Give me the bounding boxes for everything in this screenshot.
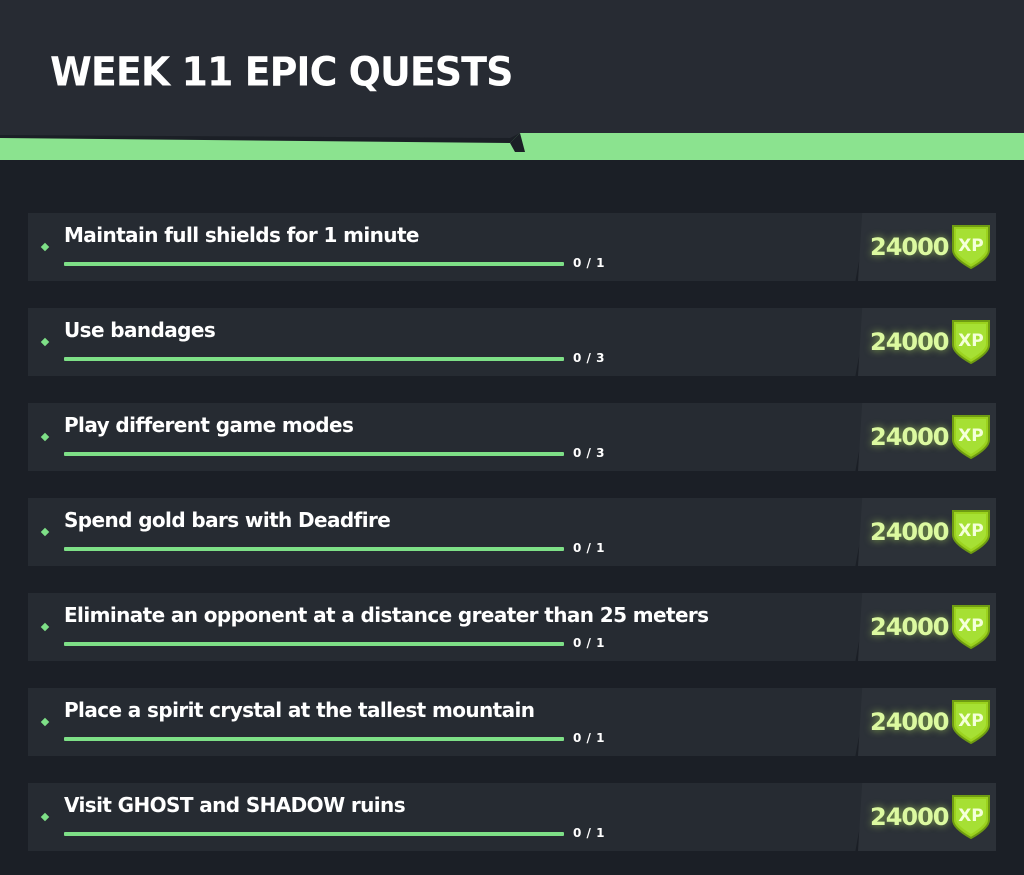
xp-shield-icon: XP: [952, 225, 990, 270]
quest-panel: [28, 688, 868, 756]
xp-shield-icon: XP: [952, 605, 990, 650]
quest-description: Use bandages: [64, 318, 216, 342]
progress-count: 0 / 1: [573, 826, 605, 840]
quest-row[interactable]: Play different game modes 0 / 3 24000 XP: [28, 403, 996, 471]
xp-shield-icon: XP: [952, 510, 990, 555]
xp-badge-label: XP: [958, 521, 984, 541]
quest-panel: [28, 308, 868, 376]
xp-badge-label: XP: [958, 426, 984, 446]
xp-reward-amount: 24000: [870, 233, 949, 261]
progress-count: 0 / 1: [573, 541, 605, 555]
progress-bar: [64, 737, 564, 741]
quest-row[interactable]: Maintain full shields for 1 minute 0 / 1…: [28, 213, 996, 281]
xp-badge-label: XP: [958, 616, 984, 636]
xp-shield-icon: XP: [952, 415, 990, 460]
progress-bar: [64, 452, 564, 456]
progress-bar: [64, 262, 564, 266]
xp-badge-label: XP: [958, 331, 984, 351]
progress-bar: [64, 357, 564, 361]
quest-row[interactable]: Use bandages 0 / 3 24000 XP: [28, 308, 996, 376]
xp-reward-amount: 24000: [870, 423, 949, 451]
page-title: WEEK 11 EPIC QUESTS: [50, 48, 513, 96]
progress-count: 0 / 1: [573, 636, 605, 650]
header-banner: WEEK 11 EPIC QUESTS: [0, 0, 1024, 165]
xp-shield-icon: XP: [952, 320, 990, 365]
quest-description: Play different game modes: [64, 413, 354, 437]
xp-badge-label: XP: [958, 236, 984, 256]
xp-reward-amount: 24000: [870, 328, 949, 356]
xp-badge-label: XP: [958, 806, 984, 826]
quest-description: Spend gold bars with Deadfire: [64, 508, 391, 532]
progress-bar: [64, 642, 564, 646]
quest-description: Maintain full shields for 1 minute: [64, 223, 419, 247]
xp-reward-amount: 24000: [870, 518, 949, 546]
xp-reward-amount: 24000: [870, 613, 949, 641]
xp-reward-amount: 24000: [870, 803, 949, 831]
header-shape: [0, 0, 1024, 160]
quest-row[interactable]: Spend gold bars with Deadfire 0 / 1 2400…: [28, 498, 996, 566]
quest-description: Visit GHOST and SHADOW ruins: [64, 793, 406, 817]
progress-count: 0 / 1: [573, 731, 605, 745]
xp-reward-amount: 24000: [870, 708, 949, 736]
quest-panel: [28, 593, 868, 661]
progress-count: 0 / 3: [573, 446, 605, 460]
xp-badge-label: XP: [958, 711, 984, 731]
progress-count: 0 / 1: [573, 256, 605, 270]
progress-bar: [64, 832, 564, 836]
xp-shield-icon: XP: [952, 700, 990, 745]
quest-row[interactable]: Visit GHOST and SHADOW ruins 0 / 1 24000…: [28, 783, 996, 851]
quest-panel: [28, 498, 868, 566]
quest-panel: [28, 213, 868, 281]
quest-panel: [28, 403, 868, 471]
progress-count: 0 / 3: [573, 351, 605, 365]
quest-description: Place a spirit crystal at the tallest mo…: [64, 698, 535, 722]
xp-shield-icon: XP: [952, 795, 990, 840]
progress-bar: [64, 547, 564, 551]
quest-panel: [28, 783, 868, 851]
quest-description: Eliminate an opponent at a distance grea…: [64, 603, 709, 627]
quest-row[interactable]: Place a spirit crystal at the tallest mo…: [28, 688, 996, 756]
quest-row[interactable]: Eliminate an opponent at a distance grea…: [28, 593, 996, 661]
